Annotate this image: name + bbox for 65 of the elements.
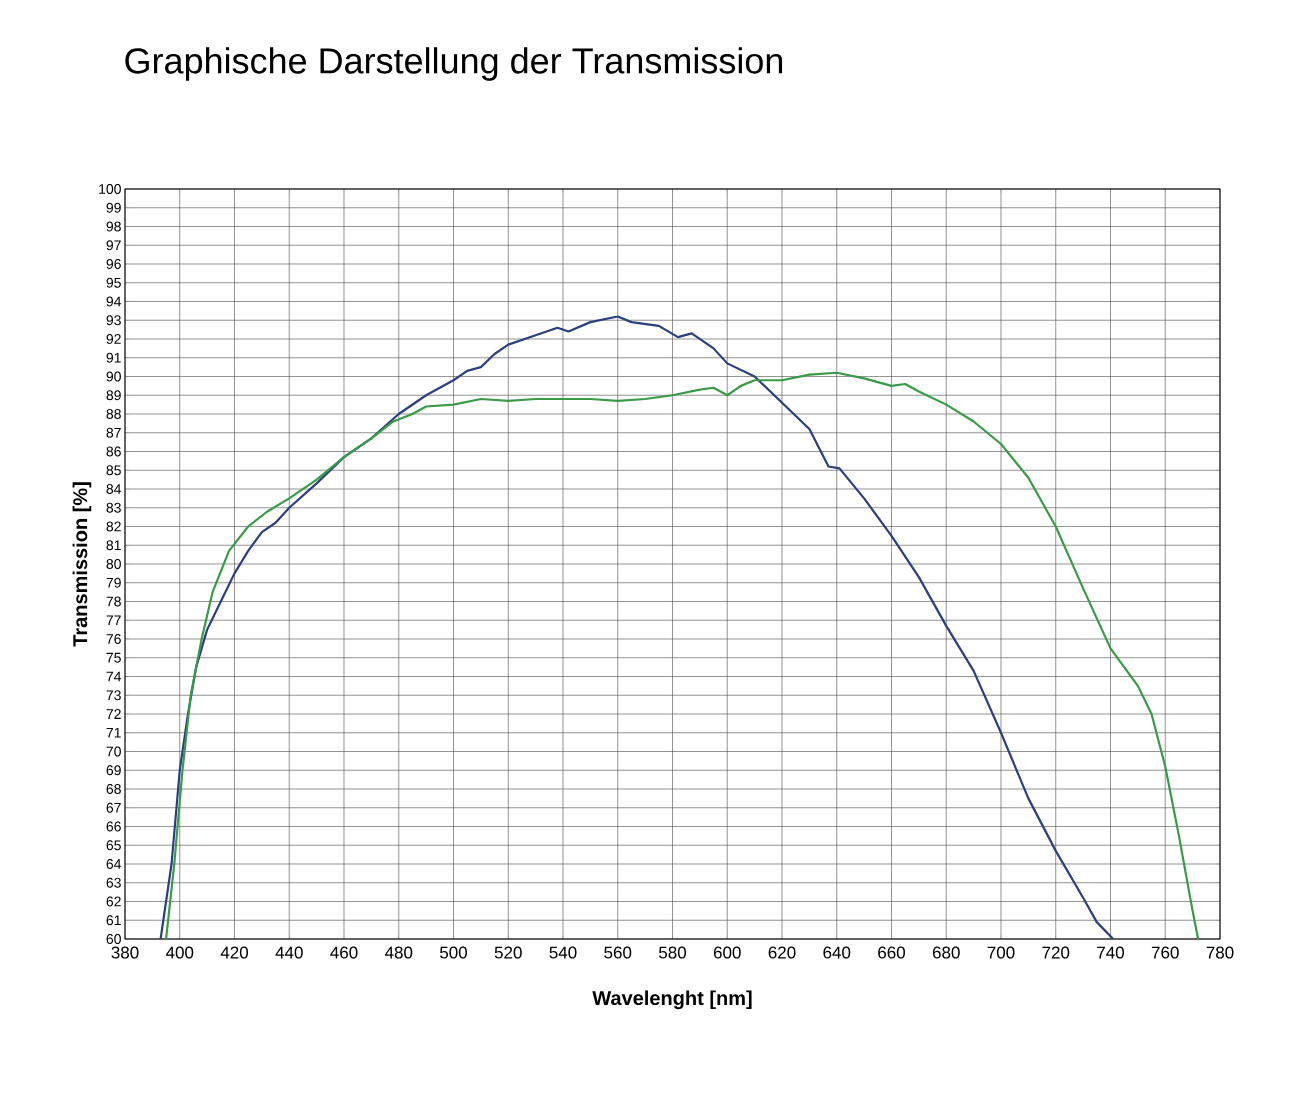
x-tick-label: 700 xyxy=(987,946,1015,959)
y-tick-label: 90 xyxy=(106,371,121,382)
y-tick-label: 80 xyxy=(106,559,121,569)
y-tick-label: 84 xyxy=(106,484,122,494)
x-tick-label: 420 xyxy=(220,946,249,959)
y-tick-label: 95 xyxy=(106,277,121,288)
x-tick-label: 560 xyxy=(604,946,632,959)
y-tick-label: 98 xyxy=(106,221,121,232)
y-tick-label: 61 xyxy=(106,915,121,926)
y-tick-label: 74 xyxy=(106,671,122,682)
y-tick-label: 72 xyxy=(106,709,121,719)
y-tick-label: 92 xyxy=(106,334,121,344)
y-tick-label: 71 xyxy=(106,727,121,738)
y-tick-label: 75 xyxy=(106,652,121,663)
y-tick-label: 81 xyxy=(106,540,121,551)
x-tick-label: 540 xyxy=(549,946,577,959)
x-tick-label: 600 xyxy=(713,946,741,959)
x-tick-label: 620 xyxy=(768,946,796,959)
x-tick-label: 440 xyxy=(275,946,303,959)
y-tick-label: 82 xyxy=(106,521,121,532)
y-tick-label: 87 xyxy=(106,427,121,438)
y-tick-label: 85 xyxy=(106,465,121,476)
y-tick-label: 96 xyxy=(106,259,121,269)
y-tick-label: 91 xyxy=(106,352,121,363)
x-tick-label: 580 xyxy=(658,946,687,959)
y-tick-label: 63 xyxy=(106,877,121,888)
x-tick-label: 780 xyxy=(1206,946,1234,959)
y-tick-label: 60 xyxy=(106,934,121,944)
y-axis-title: Transmission [%] xyxy=(72,482,92,647)
y-tick-label: 62 xyxy=(106,896,121,907)
x-tick-label: 660 xyxy=(878,946,906,959)
x-tick-label: 720 xyxy=(1042,946,1070,959)
x-tick-label: 640 xyxy=(823,946,851,959)
y-tick-label: 76 xyxy=(106,634,121,644)
y-tick-label: 67 xyxy=(106,802,121,813)
y-tick-label: 64 xyxy=(106,859,122,869)
y-tick-label: 89 xyxy=(106,390,121,401)
y-tick-label: 86 xyxy=(106,446,121,457)
x-tick-label: 380 xyxy=(111,946,139,959)
chart-title: Graphische Darstellung der Transmission xyxy=(125,47,783,81)
y-tick-label: 68 xyxy=(106,784,121,794)
x-tick-label: 500 xyxy=(439,946,468,959)
y-tick-label: 99 xyxy=(106,202,121,213)
y-tick-label: 93 xyxy=(106,315,121,326)
y-tick-label: 73 xyxy=(106,690,121,701)
y-tick-label: 65 xyxy=(106,840,121,851)
y-tick-label: 88 xyxy=(106,409,121,419)
x-tick-label: 740 xyxy=(1097,946,1125,959)
y-tick-label: 97 xyxy=(106,240,121,251)
y-tick-label: 79 xyxy=(106,577,121,588)
x-axis-title: Wavelenght [nm] xyxy=(592,990,752,1010)
y-tick-label: 83 xyxy=(106,502,121,513)
y-tick-label: 78 xyxy=(106,596,121,607)
x-tick-label: 520 xyxy=(494,946,522,959)
y-tick-label: 100 xyxy=(99,184,121,194)
y-tick-label: 70 xyxy=(106,746,121,757)
x-tick-label: 680 xyxy=(932,946,960,959)
x-tick-label: 760 xyxy=(1151,946,1179,959)
y-tick-label: 69 xyxy=(106,765,121,776)
y-tick-label: 94 xyxy=(106,296,122,307)
x-tick-label: 400 xyxy=(165,946,194,959)
x-tick-label: 480 xyxy=(384,946,413,959)
x-tick-label: 460 xyxy=(330,946,358,959)
y-tick-label: 77 xyxy=(106,615,121,626)
y-tick-label: 66 xyxy=(106,821,121,832)
